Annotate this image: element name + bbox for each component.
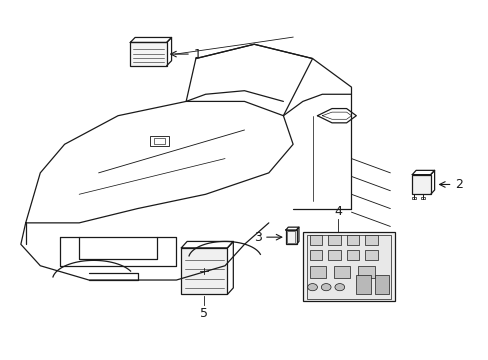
Circle shape bbox=[307, 284, 317, 291]
Bar bbox=[287, 231, 294, 243]
Bar bbox=[365, 250, 377, 260]
Bar bbox=[411, 175, 430, 194]
Bar bbox=[309, 235, 322, 246]
Bar bbox=[420, 197, 424, 199]
Bar bbox=[358, 266, 374, 278]
Text: 3: 3 bbox=[253, 231, 261, 244]
Bar bbox=[333, 266, 350, 278]
Bar bbox=[149, 136, 169, 146]
Text: 5: 5 bbox=[200, 307, 208, 320]
Bar bbox=[130, 42, 166, 66]
Bar bbox=[153, 138, 165, 144]
Bar bbox=[309, 266, 325, 278]
Bar bbox=[356, 275, 370, 294]
Text: 4: 4 bbox=[333, 204, 341, 217]
Bar bbox=[411, 197, 415, 199]
Bar bbox=[365, 235, 377, 246]
Text: 1: 1 bbox=[193, 48, 201, 60]
Bar bbox=[306, 235, 390, 298]
Bar bbox=[327, 250, 340, 260]
Bar bbox=[346, 235, 359, 246]
Text: 2: 2 bbox=[454, 178, 462, 191]
Circle shape bbox=[334, 284, 344, 291]
Circle shape bbox=[321, 284, 330, 291]
Bar bbox=[346, 250, 359, 260]
Bar bbox=[327, 235, 340, 246]
Bar bbox=[285, 230, 296, 244]
Bar bbox=[374, 275, 388, 294]
Bar bbox=[309, 250, 322, 260]
Bar bbox=[181, 248, 227, 294]
Bar bbox=[302, 232, 394, 301]
